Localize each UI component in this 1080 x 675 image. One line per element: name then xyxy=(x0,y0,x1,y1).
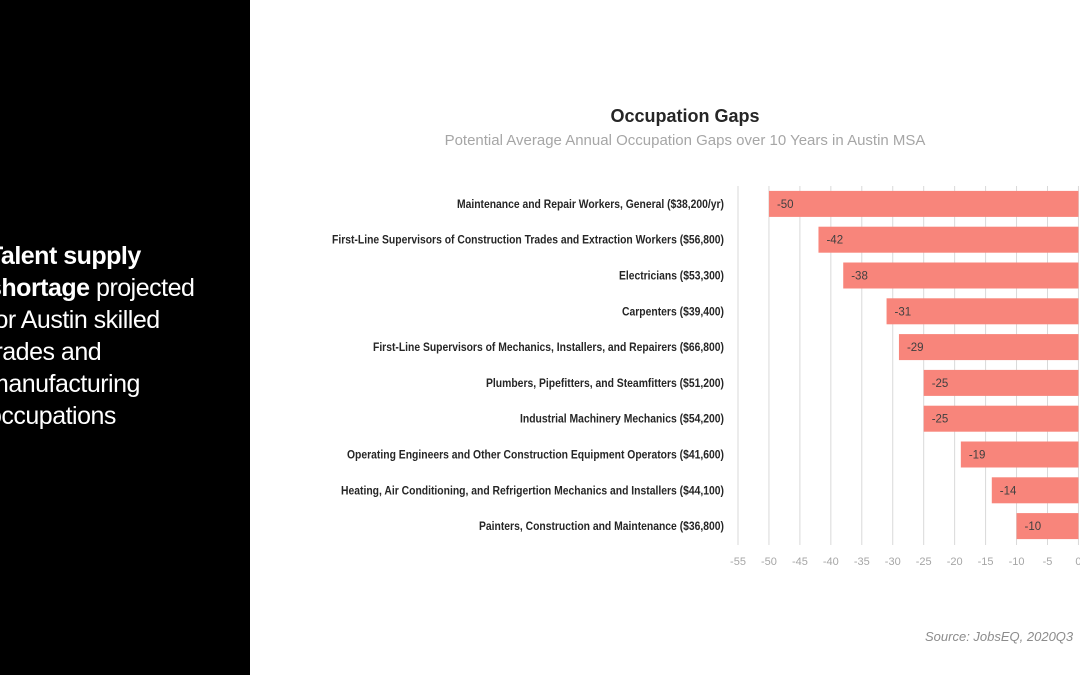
bar xyxy=(886,298,1079,325)
headline: Talent supply shortage projected for Aus… xyxy=(0,240,250,432)
x-tick-label: -15 xyxy=(978,556,994,568)
category-label: Electricians ($53,300) xyxy=(619,271,724,283)
data-label: -14 xyxy=(1000,485,1017,497)
bar xyxy=(818,226,1079,253)
bar xyxy=(898,334,1079,361)
data-label: -42 xyxy=(826,235,843,247)
bar xyxy=(1016,513,1079,540)
data-label: -38 xyxy=(851,271,868,283)
x-tick-label: -45 xyxy=(792,556,808,568)
category-label: Industrial Machinery Mechanics ($54,200) xyxy=(520,414,724,426)
data-label: -29 xyxy=(907,342,924,354)
category-label: Plumbers, Pipefitters, and Steamfitters … xyxy=(486,378,724,390)
data-label: -10 xyxy=(1025,521,1042,533)
x-tick-label: 0 xyxy=(1075,556,1080,568)
x-tick-label: -20 xyxy=(947,556,963,568)
x-tick-label: -5 xyxy=(1043,556,1053,568)
headline-line1: Talent supply xyxy=(0,242,141,270)
x-tick-label: -50 xyxy=(761,556,777,568)
source-note: Source: JobsEQ, 2020Q3 xyxy=(925,629,1074,644)
bar xyxy=(960,441,1079,468)
data-label: -50 xyxy=(777,199,794,211)
left-panel: Talent supply shortage projected for Aus… xyxy=(0,0,250,675)
bar xyxy=(991,477,1079,504)
x-tick-label: -10 xyxy=(1009,556,1025,568)
category-label: First-Line Supervisors of Mechanics, Ins… xyxy=(373,342,724,354)
category-labels: Maintenance and Repair Workers, General … xyxy=(332,199,724,533)
x-tick-label: -40 xyxy=(823,556,839,568)
bar xyxy=(923,405,1079,432)
headline-line3: for Austin skilled xyxy=(0,306,160,334)
headline-line2-bold: shortage xyxy=(0,274,90,302)
bars: -50 -42 -38 -31 -29 -25 -25 -19 -14 -10 xyxy=(768,190,1079,540)
bar xyxy=(768,190,1079,217)
x-tick-label: -25 xyxy=(916,556,932,568)
category-label: Operating Engineers and Other Constructi… xyxy=(347,450,724,462)
x-axis-ticks: -55 -50 -45 -40 -35 -30 -25 -20 -15 -10 -5 0 xyxy=(730,556,1080,568)
data-label: -19 xyxy=(969,450,986,462)
x-tick-label: -35 xyxy=(854,556,870,568)
category-label: First-Line Supervisors of Construction T… xyxy=(332,235,724,247)
x-tick-label: -55 xyxy=(730,556,746,568)
category-label: Maintenance and Repair Workers, General … xyxy=(457,199,724,211)
category-label: Painters, Construction and Maintenance (… xyxy=(479,521,724,533)
bar xyxy=(923,369,1079,396)
chart-title: Occupation Gaps xyxy=(610,106,760,126)
data-label: -31 xyxy=(895,306,912,318)
headline-line4: trades and xyxy=(0,338,102,366)
x-tick-label: -30 xyxy=(885,556,901,568)
headline-line5: manufacturing xyxy=(0,370,140,398)
bar xyxy=(843,262,1079,289)
headline-line2-rest: projected xyxy=(89,274,195,302)
data-label: -25 xyxy=(932,414,949,426)
chart-subtitle: Potential Average Annual Occupation Gaps… xyxy=(444,132,926,149)
category-label: Carpenters ($39,400) xyxy=(622,306,724,318)
category-label: Heating, Air Conditioning, and Refrigert… xyxy=(341,485,724,497)
data-label: -25 xyxy=(932,378,949,390)
headline-line6: occupations xyxy=(0,402,116,430)
